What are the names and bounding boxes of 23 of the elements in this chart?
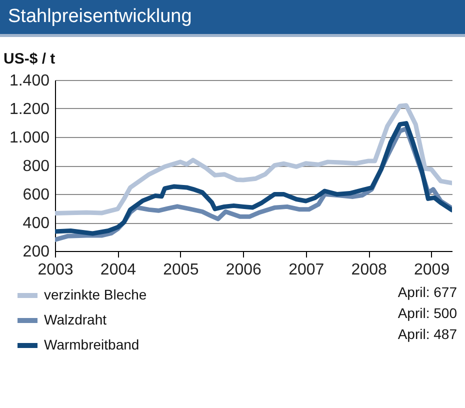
y-tick-label: 600	[22, 186, 50, 204]
y-tick-label: 800	[22, 158, 50, 175]
text: April: 677	[398, 284, 458, 300]
y-tick-label: 1.200	[9, 101, 50, 118]
legend-label: Walzdraht	[44, 312, 107, 328]
x-tick-label: 2003	[38, 262, 74, 278]
chart-title: Stahlpreisentwicklung	[0, 0, 465, 37]
legend-label: verzinkte Bleche	[44, 286, 147, 302]
x-tick-label: 2006	[226, 262, 262, 278]
legend-label: Warmbreitband	[44, 336, 140, 352]
y-axis-title: US-$ / t	[4, 50, 56, 68]
x-tick-label: 2009	[414, 262, 450, 278]
x-tick-label: 2008	[351, 262, 387, 278]
y-tick-label: 1.400	[9, 72, 50, 90]
text: April: 500	[398, 305, 458, 321]
line-series	[55, 103, 452, 216]
x-tick-label: 2005	[163, 262, 199, 278]
y-tick-label: 1.000	[9, 130, 50, 146]
y-tick-label: 200	[22, 244, 50, 260]
x-tick-label: 2007	[288, 262, 324, 278]
text: April: 487	[398, 326, 458, 342]
y-tick-label: 400	[22, 215, 50, 232]
x-tick-label: 2004	[100, 262, 136, 278]
